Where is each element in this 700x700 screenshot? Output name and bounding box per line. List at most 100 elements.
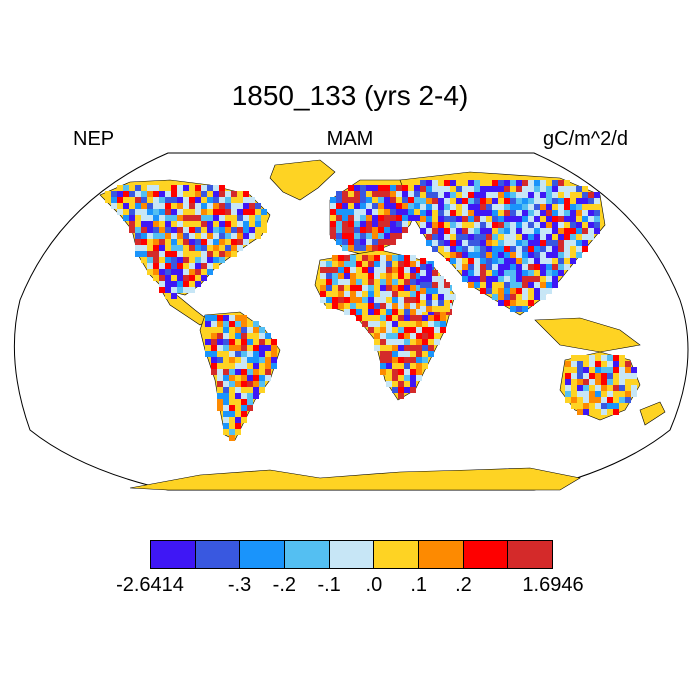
data-cell: [195, 281, 201, 287]
data-cell: [372, 215, 378, 221]
data-cell: [474, 228, 480, 234]
data-cell: [504, 234, 510, 240]
data-cell: [390, 209, 396, 215]
data-cell: [595, 361, 601, 367]
data-cell: [147, 257, 153, 263]
data-cell: [201, 203, 207, 209]
data-cell: [601, 361, 607, 367]
data-cell: [223, 357, 229, 363]
data-cell: [577, 409, 583, 415]
data-cell: [504, 210, 510, 216]
data-cell: [432, 222, 438, 228]
data-cell: [366, 233, 372, 239]
data-cell: [589, 355, 595, 361]
data-cell: [171, 251, 177, 257]
data-cell: [165, 197, 171, 203]
data-cell: [486, 228, 492, 234]
data-cell: [223, 333, 229, 339]
data-cell: [219, 215, 225, 221]
data-cell: [348, 203, 354, 209]
data-cell: [576, 222, 582, 228]
data-cell: [486, 222, 492, 228]
data-cell: [386, 321, 392, 327]
data-cell: [438, 180, 444, 186]
data-cell: [380, 261, 386, 267]
data-cell: [354, 227, 360, 233]
data-cell: [498, 216, 504, 222]
data-cell: [225, 209, 231, 215]
data-cell: [588, 234, 594, 240]
data-cell: [416, 357, 422, 363]
data-cell: [229, 345, 235, 351]
data-cell: [177, 269, 183, 275]
data-cell: [498, 252, 504, 258]
data-cell: [235, 327, 241, 333]
data-cell: [582, 216, 588, 222]
data-cell: [189, 275, 195, 281]
data-cell: [229, 399, 235, 405]
data-cell: [410, 267, 416, 273]
data-cell: [438, 216, 444, 222]
data-cell: [201, 221, 207, 227]
data-cell: [398, 327, 404, 333]
data-cell: [374, 297, 380, 303]
data-cell: [374, 321, 380, 327]
data-cell: [392, 315, 398, 321]
data-cell: [625, 373, 631, 379]
data-cell: [378, 221, 384, 227]
data-cell: [378, 197, 384, 203]
data-cell: [350, 279, 356, 285]
data-cell: [432, 198, 438, 204]
data-cell: [444, 192, 450, 198]
data-cell: [348, 215, 354, 221]
data-cell: [235, 321, 241, 327]
data-cell: [219, 251, 225, 257]
data-cell: [426, 198, 432, 204]
data-cell: [141, 239, 147, 245]
data-cell: [522, 270, 528, 276]
data-cell: [510, 270, 516, 276]
data-cell: [498, 222, 504, 228]
data-cell: [444, 306, 450, 312]
data-cell: [522, 306, 528, 312]
data-cell: [183, 263, 189, 269]
data-cell: [576, 186, 582, 192]
data-cell: [480, 186, 486, 192]
data-cell: [129, 185, 135, 191]
data-cell: [368, 285, 374, 291]
data-cell: [243, 203, 249, 209]
data-cell: [259, 357, 265, 363]
data-cell: [522, 210, 528, 216]
data-cell: [374, 333, 380, 339]
data-cell: [546, 216, 552, 222]
data-cell: [219, 221, 225, 227]
data-cell: [595, 373, 601, 379]
data-cell: [534, 264, 540, 270]
data-cell: [420, 216, 426, 222]
data-cell: [416, 321, 422, 327]
data-cell: [528, 228, 534, 234]
data-cell: [141, 209, 147, 215]
data-cell: [105, 197, 111, 203]
data-cell: [416, 327, 422, 333]
data-cell: [404, 297, 410, 303]
data-cell: [207, 191, 213, 197]
data-cell: [404, 357, 410, 363]
data-cell: [480, 276, 486, 282]
data-cell: [540, 198, 546, 204]
data-cell: [510, 180, 516, 186]
data-cell: [253, 351, 259, 357]
data-cell: [540, 294, 546, 300]
data-cell: [576, 246, 582, 252]
data-cell: [420, 222, 426, 228]
data-cell: [438, 234, 444, 240]
data-cell: [504, 204, 510, 210]
data-cell: [392, 279, 398, 285]
data-cell: [223, 339, 229, 345]
data-cell: [223, 351, 229, 357]
data-cell: [392, 273, 398, 279]
data-cell: [378, 227, 384, 233]
data-cell: [378, 191, 384, 197]
data-cell: [366, 215, 372, 221]
data-cell: [326, 285, 332, 291]
